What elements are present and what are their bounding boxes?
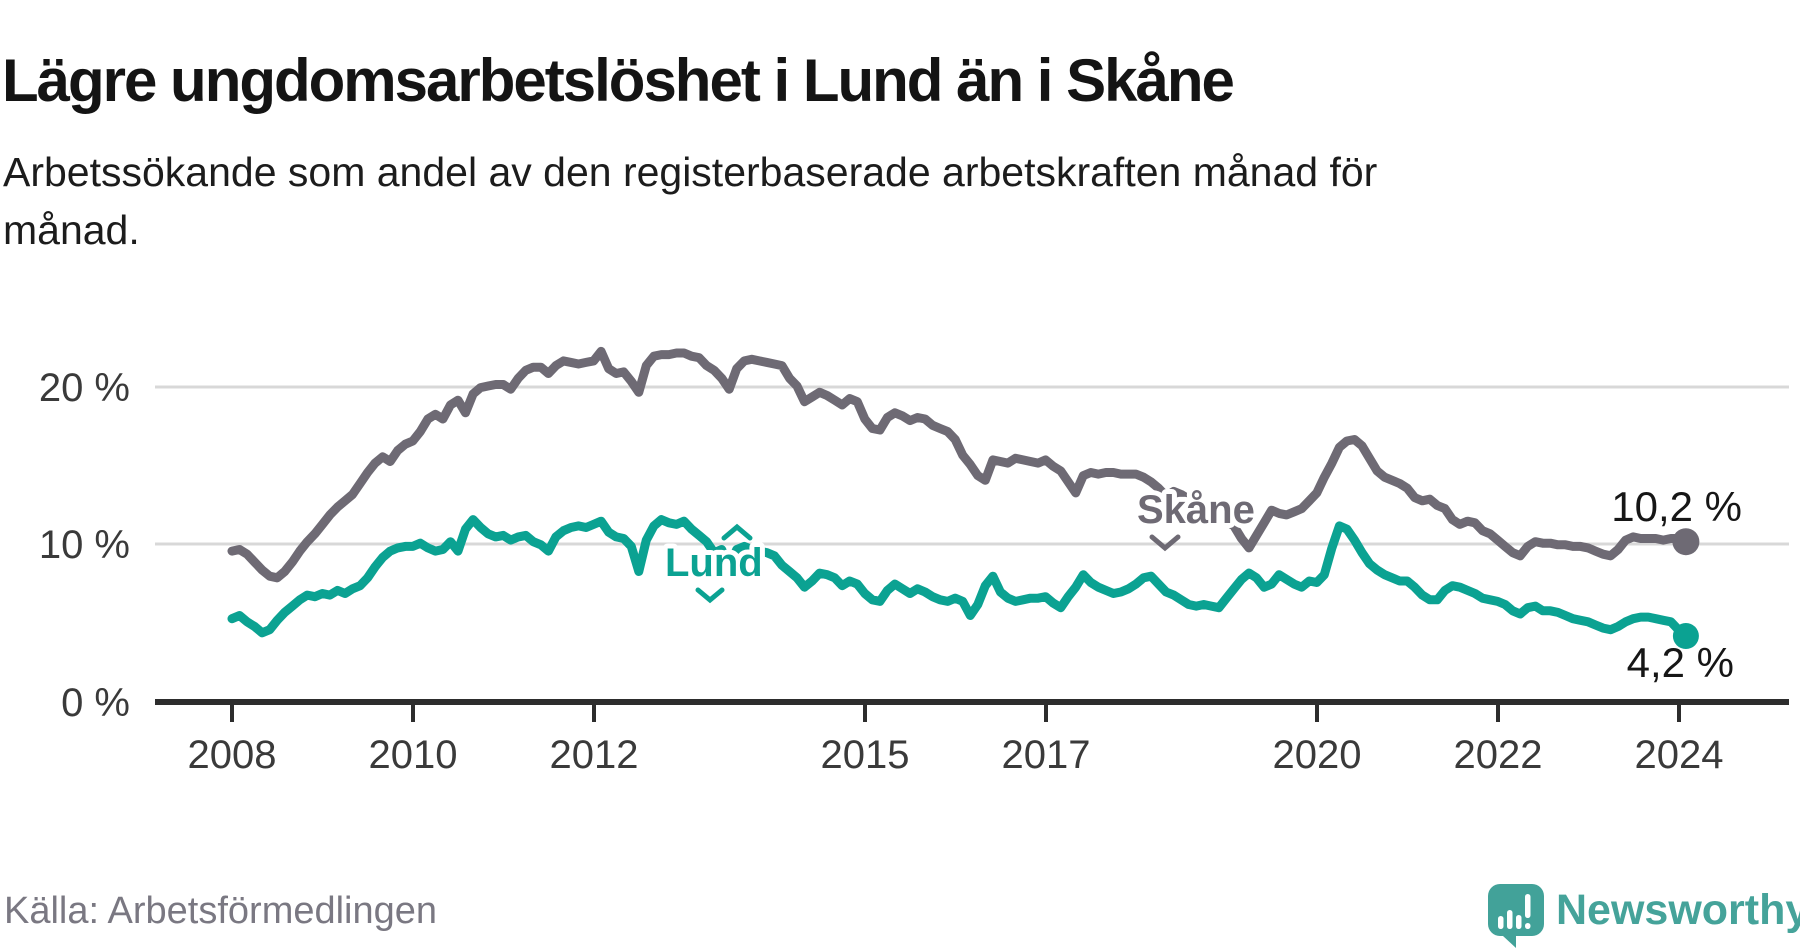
x-axis-ticks	[230, 705, 1681, 722]
x-tick-2024: 2024	[1635, 733, 1724, 777]
subtitle-line-1: Arbetssökande som andel av den registerb…	[3, 149, 1378, 195]
lund-label-pointer-up-icon	[721, 523, 753, 541]
x-tick-2015: 2015	[821, 733, 910, 777]
page-title: Lägre ungdomsarbetslöshet i Lund än i Sk…	[2, 47, 1235, 115]
subtitle-line-2: månad.	[3, 207, 140, 254]
x-tick-2017: 2017	[1002, 733, 1091, 777]
series-dot-1	[1672, 623, 1699, 649]
source-note: Källa: Arbetsförmedlingen	[4, 890, 438, 932]
series-line-1	[227, 515, 1691, 641]
bar-chart-glyph	[1498, 894, 1531, 929]
x-axis-labels: 2008 2010 2012 2015 2017 2020 2022 2024	[188, 733, 1724, 777]
series-label-1: Lund	[665, 541, 763, 585]
skane-label-pointer-icon	[1149, 534, 1181, 552]
y-tick-20: 20 %	[39, 366, 130, 410]
series-dot-0	[1672, 528, 1700, 556]
series-label-0: Skåne	[1137, 488, 1255, 532]
newsworthy-wordmark: Newsworthy	[1556, 886, 1800, 934]
y-axis-labels: 0 % 10 % 20 %	[39, 366, 130, 725]
lund-end-value-label: 4,2 %	[1627, 639, 1734, 686]
x-tick-2010: 2010	[369, 733, 458, 777]
lund-label-pointer-down-icon	[695, 587, 725, 604]
x-tick-2020: 2020	[1273, 733, 1362, 777]
chart-subtitle: Arbetssökande som andel av den registerb…	[3, 143, 1377, 259]
y-tick-10: 10 %	[39, 523, 130, 567]
x-tick-2022: 2022	[1454, 733, 1543, 777]
speech-bubble-shape	[1488, 884, 1544, 948]
y-tick-0: 0 %	[61, 681, 130, 725]
skane-end-value-label: 10,2 %	[1611, 483, 1742, 530]
x-tick-2008: 2008	[188, 733, 277, 777]
x-tick-2012: 2012	[550, 733, 639, 777]
newsworthy-logo-icon	[1488, 884, 1544, 948]
series-line-0	[227, 346, 1691, 583]
